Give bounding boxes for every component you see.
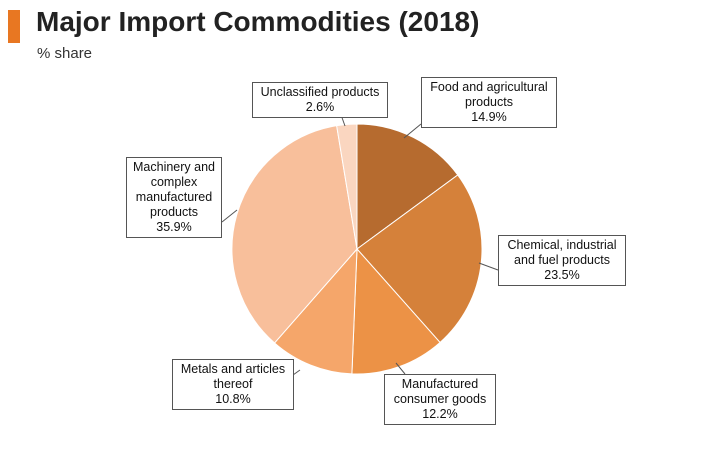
chart-title: Major Import Commodities (2018)	[36, 6, 480, 37]
slice-value-unclassified: 2.6%	[305, 100, 335, 114]
leader-line-machinery	[221, 209, 238, 223]
leader-line-chemical	[478, 262, 499, 271]
callout-chemical: Chemical, industrial and fuel products 2…	[498, 235, 626, 286]
callout-unclassified: Unclassified products 2.6%	[252, 82, 388, 118]
slice-label-machinery: Machinery and complex manufactured produ…	[133, 160, 215, 219]
slice-value-consumer-goods: 12.2%	[422, 407, 458, 421]
pie-slice-metals	[273, 247, 358, 375]
callout-machinery: Machinery and complex manufactured produ…	[126, 157, 222, 238]
leader-line-metals	[292, 369, 301, 376]
pie-slice-machinery	[231, 125, 358, 344]
leader-line-food	[403, 123, 422, 139]
pie-slice-unclassified	[336, 123, 358, 250]
title-accent-bar	[8, 10, 20, 43]
slice-value-food: 14.9%	[471, 110, 507, 124]
slice-label-food: Food and agricultural products	[430, 80, 548, 109]
callout-consumer-goods: Manufactured consumer goods 12.2%	[384, 374, 496, 425]
pie-slice-food	[356, 123, 459, 250]
slice-label-unclassified: Unclassified products	[260, 85, 380, 99]
callout-food: Food and agricultural products 14.9%	[421, 77, 557, 128]
slice-value-metals: 10.8%	[215, 392, 251, 406]
slice-value-chemical: 23.5%	[544, 268, 580, 282]
slice-value-machinery: 35.9%	[156, 220, 192, 234]
leader-line-consumer-goods	[395, 362, 406, 375]
chart-subtitle: % share	[37, 45, 93, 62]
slice-label-chemical: Chemical, industrial and fuel products	[507, 238, 617, 267]
slice-label-metals: Metals and articles thereof	[180, 362, 286, 391]
pie-slice-chemical	[356, 174, 483, 344]
callout-metals: Metals and articles thereof 10.8%	[172, 359, 294, 410]
slice-label-consumer-goods: Manufactured consumer goods	[393, 377, 487, 406]
